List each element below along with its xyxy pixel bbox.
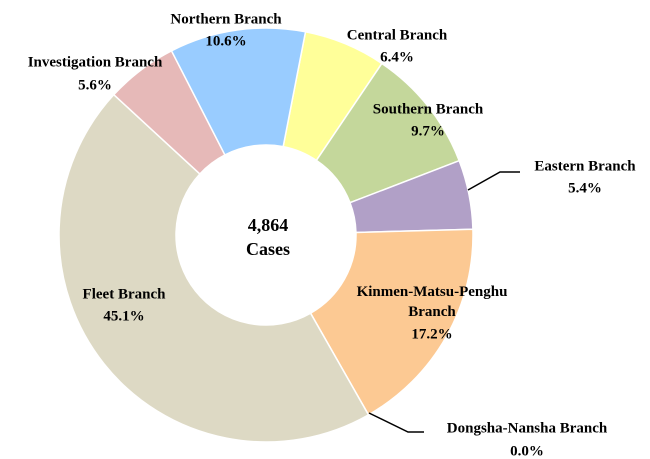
value-label: 9.7%: [411, 123, 445, 139]
slice-label: Eastern Branch: [534, 158, 636, 174]
value-label: 17.2%: [411, 326, 452, 342]
center-total: 4,864: [248, 215, 289, 235]
value-label: 5.6%: [78, 77, 112, 93]
value-label: 45.1%: [103, 308, 144, 324]
slice-label: Kinmen-Matsu-Penghu Branch: [357, 284, 508, 320]
slice-label: Dongsha-Nansha Branch: [447, 420, 608, 436]
donut-slice: [170, 27, 307, 156]
value-label: 5.4%: [568, 180, 602, 196]
slice-label: Southern Branch: [373, 101, 484, 117]
donut-slice: [58, 93, 370, 443]
value-label: 10.6%: [205, 33, 246, 49]
slice-label: Central Branch: [347, 27, 448, 43]
donut-slice: [309, 228, 474, 416]
leader-line: [368, 412, 424, 433]
leader-line: [467, 171, 520, 191]
value-label: 6.4%: [380, 49, 414, 65]
value-label: 0.0%: [510, 443, 544, 459]
slice-label: Investigation Branch: [28, 54, 163, 70]
slice-label: Northern Branch: [170, 11, 282, 27]
slice-label: Fleet Branch: [83, 286, 167, 302]
center-unit: Cases: [246, 239, 290, 259]
